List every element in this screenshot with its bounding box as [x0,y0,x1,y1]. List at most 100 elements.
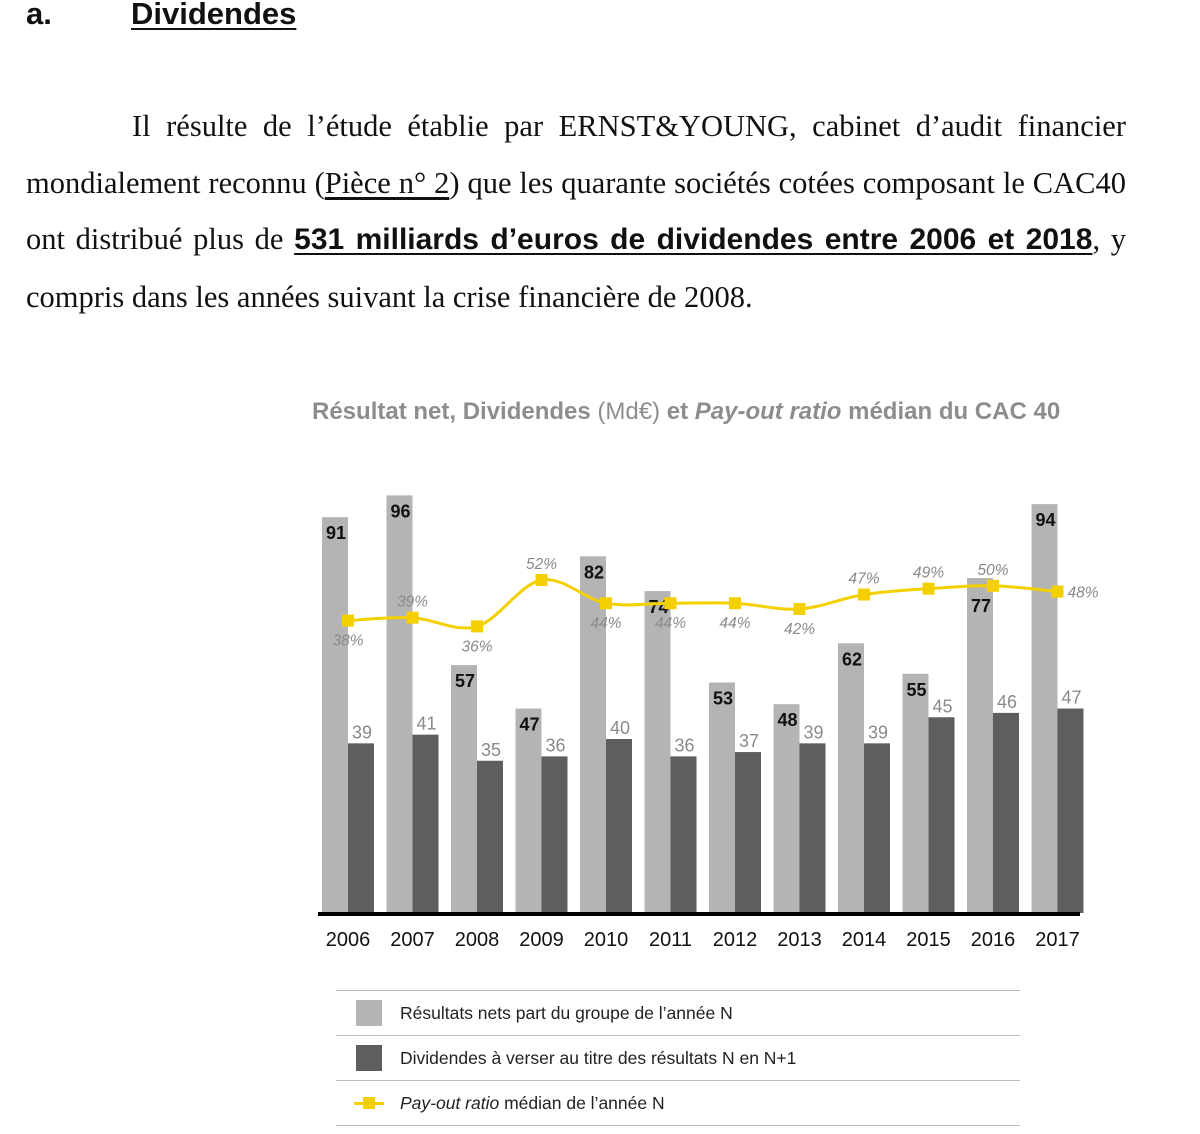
net-income-data-label: 48 [777,710,797,730]
net-income-data-label: 77 [971,596,991,616]
net-income-data-label: 82 [584,562,604,582]
x-tick-label: 2009 [519,929,564,951]
net-income-data-label: 47 [519,715,539,735]
x-tick-label: 2014 [842,929,887,951]
net-income-bar [838,643,864,913]
section-heading: a. Dividendes [26,0,296,32]
net-income-bar [773,704,800,913]
net-income-data-label: 53 [713,688,733,708]
legend-label-payout-ratio: Pay-out ratio médian de l’année N [400,1092,665,1113]
payout-ratio-data-label: 48% [1068,585,1099,602]
x-tick-label: 2011 [649,929,692,951]
chart-canvas: 91 39 2006 96 41 2007 57 35 2008 47 36 2009 82 40 2010… [318,495,1099,951]
dividend-bar [1057,708,1084,913]
dividend-data-label: 37 [739,731,759,751]
net-income-bar [902,673,929,913]
paragraph-text-1: Il résulte de l’étude établie par ERNST&… [26,109,1126,200]
net-income-bar [386,495,413,913]
legend-item-net-income: Résultats nets part du groupe de l’année… [336,990,1020,1035]
payout-ratio-data-label: 49% [913,565,944,582]
paragraph-text-3: , y compris dans les années suivant la c… [26,222,1127,314]
x-tick-label: 2012 [713,929,758,951]
x-tick-label: 2006 [326,929,371,951]
payout-ratio-marker [858,588,870,601]
dividend-data-label: 41 [416,714,436,734]
net-income-swatch [356,1000,382,1026]
chart-legend: Résultats nets part du groupe de l’année… [336,990,1020,1126]
dividend-bar [993,712,1019,913]
net-income-bar [644,591,671,913]
payout-ratio-data-label: 50% [977,562,1008,579]
net-income-bar [709,682,735,913]
dividend-data-label: 36 [545,735,565,755]
payout-ratio-line [347,578,1058,630]
net-income-data-label: 62 [842,649,862,669]
legend-item-dividends: Dividendes à verser au titre des résulta… [336,1035,1020,1080]
dividend-data-label: 39 [868,722,888,742]
payout-ratio-marker [471,620,483,633]
dividend-data-label: 39 [803,722,823,742]
payout-ratio-marker [922,582,935,595]
dividends-swatch [356,1045,382,1071]
dividend-data-label: 47 [1061,688,1081,708]
x-tick-label: 2008 [455,929,500,951]
payout-ratio-marker [406,611,419,624]
legend-item-payout-ratio: Pay-out ratio médian de l’année N [336,1080,1020,1126]
net-income-bar [515,708,542,913]
dividend-bar [670,756,697,913]
payout-ratio-marker [1051,585,1064,598]
net-income-data-label: 57 [455,671,475,691]
payout-ratio-marker [342,614,354,627]
payout-ratio-data-label: 44% [655,615,686,632]
dividend-bar [864,743,890,913]
payout-ratio-marker [600,597,612,610]
chart-title: Résultat net, Dividendes (Md€) et Pay-ou… [312,398,1061,425]
payout-ratio-data-label: 52% [526,556,557,573]
payout-ratio-marker [793,603,806,615]
payout-ratio-swatch [354,1090,384,1116]
dividend-data-label: 40 [610,718,630,738]
net-income-bar [580,556,606,913]
payout-ratio-data-label: 44% [590,615,621,632]
x-tick-label: 2013 [777,929,822,951]
dividend-data-label: 36 [674,735,694,755]
net-income-data-label: 55 [906,680,926,700]
net-income-bar [451,665,477,913]
payout-ratio-data-label: 38% [332,633,363,650]
x-tick-label: 2010 [584,929,629,951]
dividend-data-label: 35 [481,740,501,760]
x-tick-label: 2007 [390,929,435,951]
payout-ratio-marker [987,579,999,592]
dividend-bar [412,734,439,913]
x-tick-label: 2017 [1035,929,1080,951]
section-title: Dividendes [131,0,297,31]
payout-ratio-data-label: 36% [461,638,492,655]
dividend-bar [477,760,503,913]
dividend-bar [348,743,374,913]
body-paragraph: Il résulte de l’étude établie par ERNST&… [26,98,1126,325]
dividend-bar [735,752,761,913]
net-income-bar [1031,504,1058,913]
payout-ratio-marker [729,597,741,610]
paragraph-text-2: ) que les quarante sociétés cotées compo… [26,165,1127,257]
dividend-bar [799,743,826,913]
legend-label-net-income: Résultats nets part du groupe de l’année… [400,1002,733,1023]
dividend-data-label: 46 [997,692,1017,712]
net-income-bar [322,517,348,913]
net-income-bar [967,578,993,913]
payout-ratio-marker [535,574,548,586]
payout-ratio-data-label: 47% [848,571,879,588]
dividend-data-label: 39 [352,722,372,742]
dividend-data-label: 45 [932,696,952,716]
legend-label-dividends: Dividendes à verser au titre des résulta… [400,1047,797,1068]
payout-ratio-data-label: 44% [719,615,750,632]
net-income-data-label: 94 [1035,510,1055,530]
dividends-highlight: 531 milliards d’euros de dividendes entr… [294,223,1093,256]
payout-ratio-data-label: 39% [397,594,428,611]
payout-ratio-marker [664,597,677,610]
x-tick-label: 2015 [906,929,951,951]
net-income-data-label: 96 [390,501,410,521]
section-number: a. [26,0,52,31]
payout-ratio-data-label: 42% [784,621,815,638]
net-income-data-label: 91 [326,523,346,543]
